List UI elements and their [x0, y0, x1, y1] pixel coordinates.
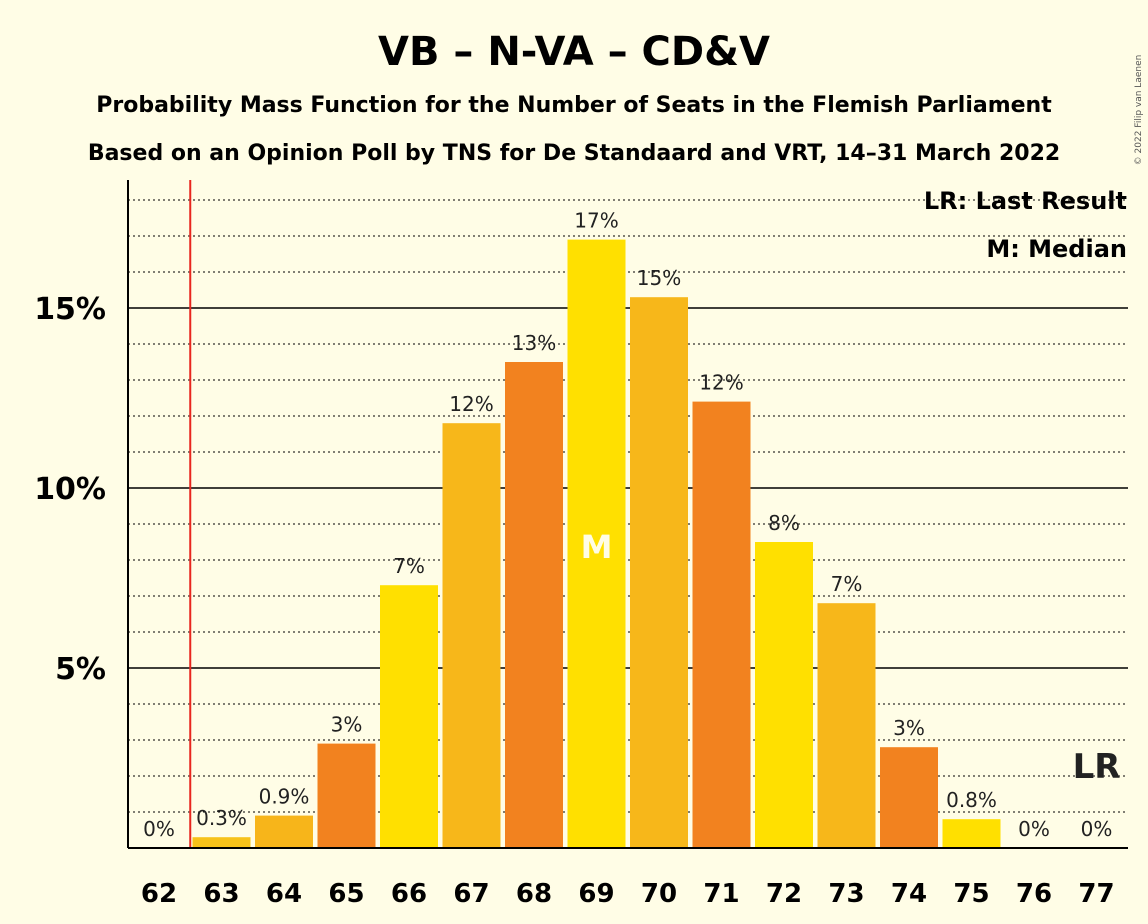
y-tick-label: 15% — [34, 292, 106, 327]
x-tick-label: 62 — [141, 879, 177, 909]
bar — [442, 423, 501, 848]
gridlines — [128, 199, 1128, 813]
chart-subtitle-2: Based on an Opinion Poll by TNS for De S… — [88, 141, 1060, 166]
data-label: 12% — [449, 392, 493, 416]
bar — [630, 297, 688, 848]
x-tick-label: 74 — [891, 879, 927, 909]
data-label: 12% — [699, 371, 743, 395]
x-tick-label: 65 — [328, 879, 364, 909]
x-tick-label: 77 — [1078, 879, 1114, 909]
copyright-notice: © 2022 Filip van Laenen — [1134, 55, 1144, 166]
bar — [192, 837, 251, 848]
bar — [380, 585, 438, 848]
bar — [942, 819, 1001, 848]
legend-median: M: Median — [986, 235, 1127, 263]
x-tick-label: 66 — [391, 879, 427, 909]
bars: 0% 0.3% 0.9% 3% 7% 12% 13% 17% 15% 12% 8% 7% 3% 0.8% 0… — [143, 209, 1113, 849]
data-label: 7% — [393, 554, 425, 578]
chart-subtitle-1: Probability Mass Function for the Number… — [96, 93, 1052, 118]
y-tick-label: 10% — [34, 472, 106, 507]
x-tick-label: 72 — [766, 879, 802, 909]
x-tick-label: 64 — [266, 879, 302, 909]
last-result-marker: LR — [1073, 747, 1121, 787]
data-label: 0.8% — [946, 788, 997, 812]
bar — [880, 747, 938, 848]
data-label: 17% — [574, 209, 618, 233]
x-tick-label: 70 — [641, 879, 677, 909]
data-label: 7% — [831, 572, 863, 596]
bar — [692, 401, 751, 848]
bar — [255, 815, 313, 848]
x-tick-label: 73 — [828, 879, 864, 909]
bar — [317, 743, 376, 848]
bar — [817, 603, 876, 848]
x-tick-label: 69 — [578, 879, 614, 909]
bar — [567, 239, 626, 849]
data-label: 8% — [768, 511, 800, 535]
data-label: 0.9% — [259, 785, 310, 809]
data-label: 0% — [143, 817, 175, 841]
x-tick-label: 67 — [453, 879, 489, 909]
chart-title: VB – N-VA – CD&V — [378, 29, 770, 75]
data-label: 0% — [1018, 817, 1050, 841]
x-tick-label: 75 — [953, 879, 989, 909]
bar — [505, 362, 563, 848]
legend: LR: Last Result M: Median — [924, 187, 1127, 263]
y-tick-label: 5% — [55, 652, 106, 687]
x-tick-label: 68 — [516, 879, 552, 909]
x-tick-label: 63 — [203, 879, 239, 909]
median-marker: M — [581, 528, 613, 566]
x-tick-label: 76 — [1016, 879, 1052, 909]
x-tick-label: 71 — [703, 879, 739, 909]
data-label: 0.3% — [196, 806, 247, 830]
bar — [755, 542, 813, 848]
data-label: 15% — [637, 266, 681, 290]
data-label: 0% — [1081, 817, 1113, 841]
data-label: 13% — [512, 331, 556, 355]
data-label: 3% — [893, 716, 925, 740]
data-label: 3% — [331, 713, 363, 737]
legend-last-result: LR: Last Result — [924, 187, 1127, 215]
axes: 5% 10% 15% 62 63 64 65 66 67 68 69 70 71 72 73 74 75 76 77… — [34, 180, 1128, 909]
